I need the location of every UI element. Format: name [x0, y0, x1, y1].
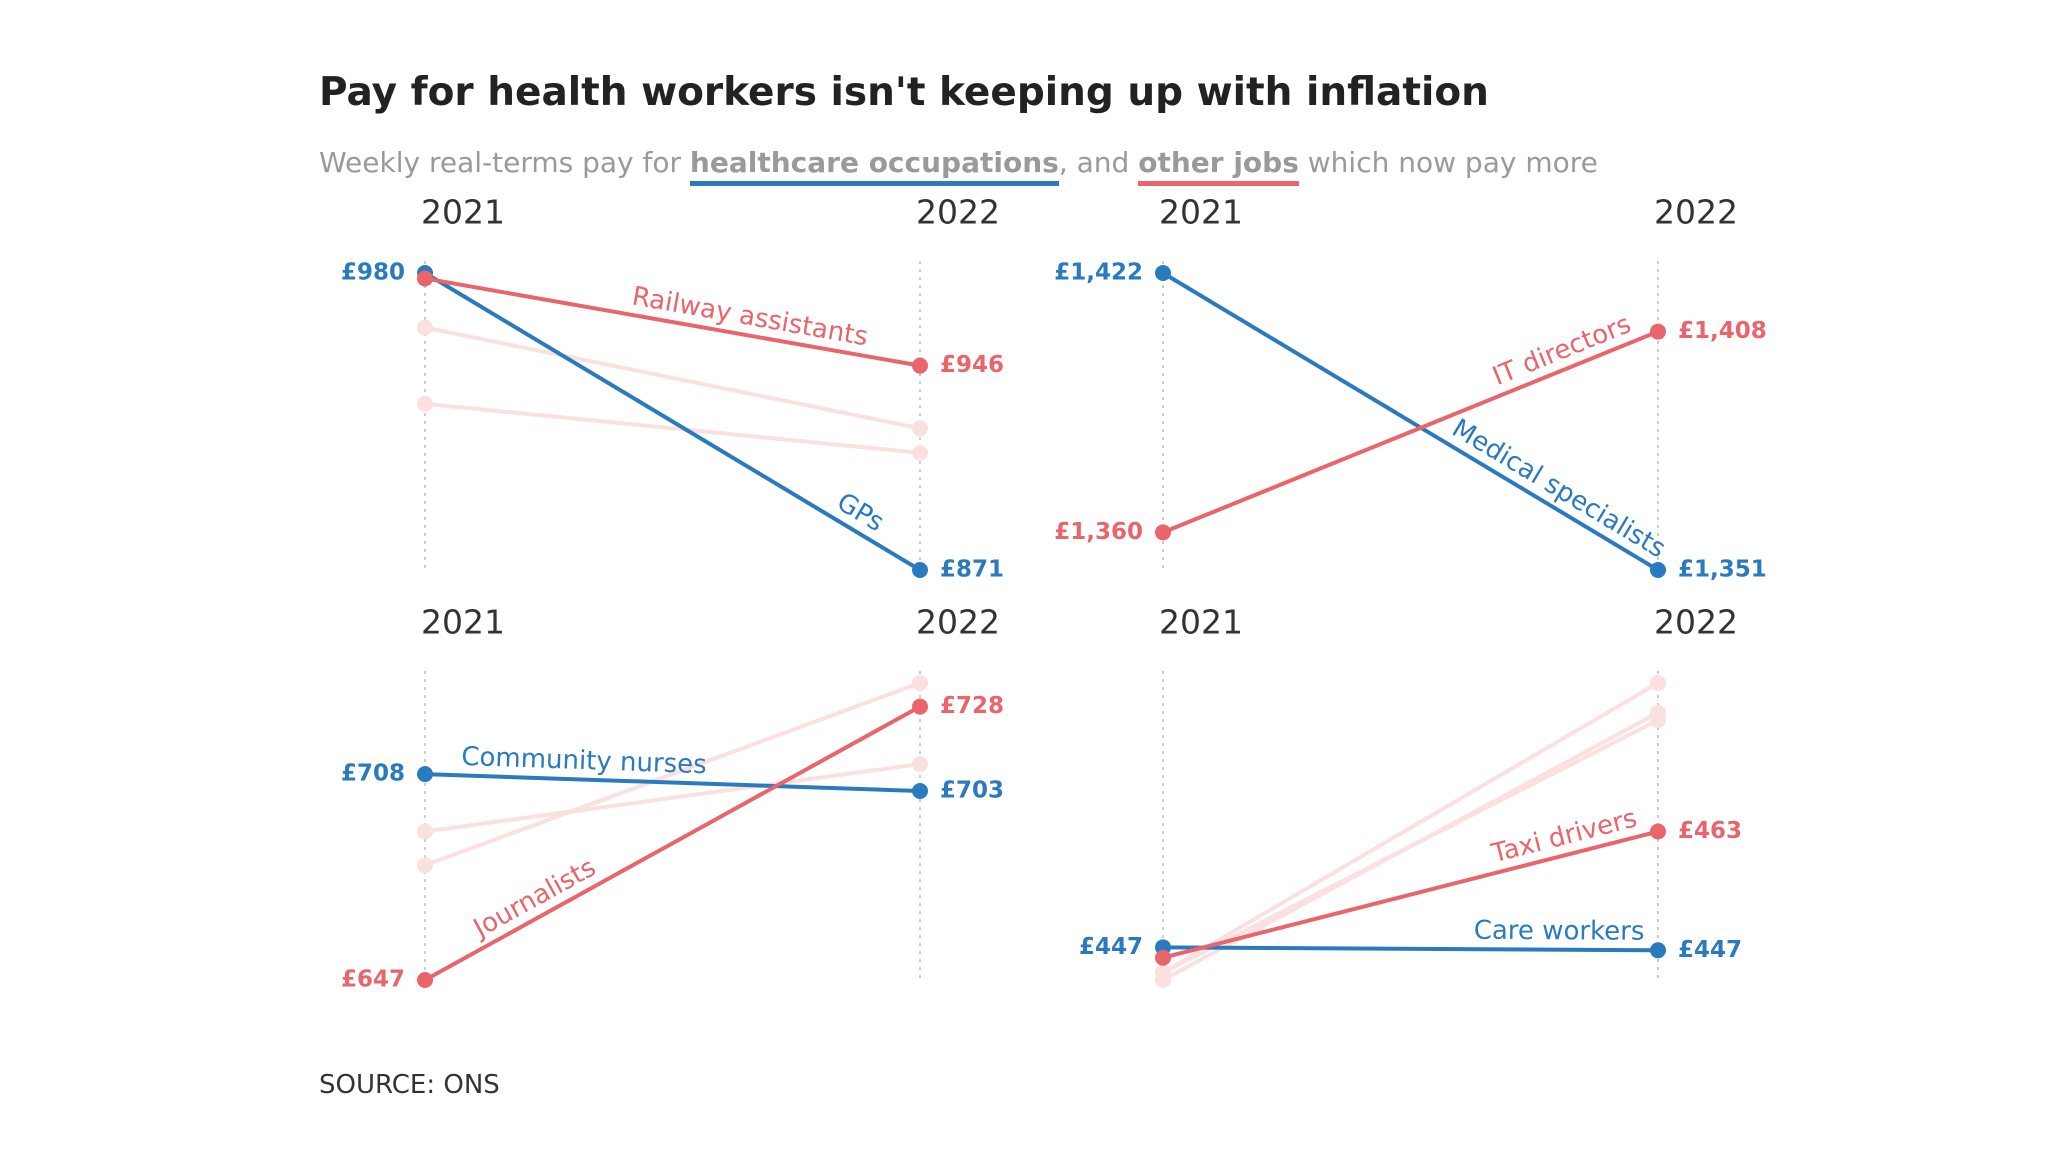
series-label: Railway assistants — [630, 281, 870, 352]
slope-line — [1162, 829, 1659, 960]
point — [1650, 675, 1666, 691]
value-label: £447 — [1079, 934, 1143, 960]
subtitle-highlight: other jobs — [1138, 146, 1299, 186]
value-label: £728 — [940, 693, 1004, 719]
series-label-group: Care workers — [1474, 916, 1645, 947]
slope-line — [1162, 329, 1659, 535]
subtitle: Weekly real-terms pay for healthcare occ… — [319, 146, 1598, 186]
point — [417, 857, 433, 874]
series-label: Journalists — [467, 853, 601, 945]
slope-line — [424, 681, 921, 868]
year-label: 2022 — [916, 603, 1000, 642]
series-label-group: Taxi drivers — [1488, 803, 1640, 869]
point — [1650, 323, 1666, 340]
slope-line — [1162, 945, 1659, 953]
value-label: £703 — [940, 778, 1004, 804]
chart: 2021 2022 £980 £871 GPs £946 Railway assistant… — [341, 193, 1767, 993]
value-label: £708 — [341, 761, 405, 787]
slope-line — [1161, 271, 1660, 572]
point — [912, 783, 928, 799]
series-label-group: Journalists — [467, 853, 601, 945]
chart-title: Pay for health workers isn't keeping up … — [319, 70, 1489, 115]
year-label: 2022 — [1654, 193, 1738, 232]
point — [912, 756, 928, 772]
slope-line — [424, 276, 921, 368]
year-label: 2022 — [1654, 603, 1738, 642]
slope-line — [424, 325, 921, 431]
year-label: 2021 — [1159, 193, 1243, 232]
value-label: £647 — [341, 967, 405, 993]
value-label: £447 — [1678, 937, 1742, 963]
point — [1155, 949, 1171, 966]
point — [912, 675, 928, 691]
year-label: 2022 — [916, 193, 1000, 232]
subtitle-text: Weekly real-terms pay for — [319, 146, 690, 179]
slope-line — [423, 271, 922, 572]
series-label: Care workers — [1474, 916, 1645, 947]
value-label: £946 — [940, 352, 1004, 378]
value-label: £1,360 — [1054, 519, 1143, 545]
slope-line — [424, 704, 921, 982]
year-label: 2021 — [421, 193, 505, 232]
value-label: £463 — [1678, 818, 1742, 844]
point — [417, 395, 433, 412]
slope-line — [424, 401, 921, 455]
point — [1650, 823, 1666, 840]
point — [417, 972, 433, 988]
year-label: 2021 — [421, 603, 505, 642]
value-label: £871 — [940, 557, 1004, 583]
point — [417, 766, 433, 783]
point — [912, 698, 928, 715]
value-label: £980 — [341, 260, 405, 286]
subtitle-text: which now pay more — [1298, 146, 1598, 179]
series-label: Medical specialists — [1447, 413, 1671, 564]
point — [912, 420, 928, 437]
value-label: £1,408 — [1678, 318, 1767, 344]
slope-line — [1162, 718, 1659, 975]
point — [417, 270, 433, 287]
point — [1155, 265, 1171, 281]
slope-line — [424, 762, 921, 834]
point — [1650, 712, 1666, 729]
series-label: GPs — [832, 487, 889, 538]
subtitle-highlight: healthcare occupations — [689, 146, 1059, 186]
point — [417, 319, 433, 336]
point — [1155, 524, 1171, 541]
year-label: 2021 — [1159, 603, 1243, 642]
point — [912, 562, 928, 578]
source: SOURCE: ONS — [319, 1070, 500, 1100]
point — [417, 823, 433, 840]
point — [912, 444, 928, 461]
series-label-group: Community nurses — [461, 742, 707, 780]
point — [1155, 964, 1171, 981]
series-label-group: Medical specialists — [1447, 413, 1671, 564]
series-label: Taxi drivers — [1488, 803, 1640, 869]
subtitle-text: , and — [1058, 146, 1139, 179]
point — [1650, 562, 1666, 578]
point — [1650, 942, 1666, 959]
series-label-group: Railway assistants — [630, 281, 870, 352]
point — [912, 357, 928, 374]
series-label: Community nurses — [461, 742, 707, 780]
slope-line — [1161, 681, 1660, 975]
series-label-group: GPs — [832, 487, 889, 538]
slope-line — [424, 772, 921, 793]
value-label: £1,422 — [1054, 260, 1143, 286]
value-label: £1,351 — [1678, 557, 1767, 583]
